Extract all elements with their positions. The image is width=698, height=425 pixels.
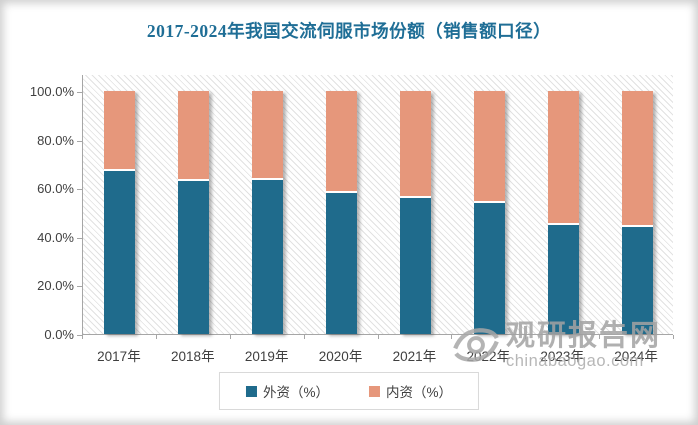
bar-2024年: [621, 91, 653, 334]
x-tick-mark: [82, 335, 83, 339]
x-tick-mark: [155, 335, 157, 339]
bar-segment-外资（%）-2024年: [621, 227, 653, 334]
bar-2021年: [399, 91, 431, 334]
x-tick-mark: [525, 335, 527, 339]
chart-title: 2017-2024年我国交流伺服市场份额（销售额口径）: [146, 21, 552, 41]
x-tick-label: 2021年: [392, 349, 437, 364]
y-tick-mark: [77, 335, 82, 336]
y-tick-label: 100.0%: [29, 84, 74, 99]
bar-segment-外资（%）-2020年: [326, 193, 358, 334]
bar-segment-外资（%）-2019年: [252, 179, 284, 334]
x-tick-label: 2020年: [318, 349, 363, 364]
bar-segment-内资（%）-2020年: [326, 91, 358, 194]
legend: 外资（%） 内资（%）: [218, 372, 480, 410]
y-tick-label: 20.0%: [37, 278, 74, 294]
x-tick-label: 2017年: [97, 349, 141, 364]
bar-segment-内资（%）-2021年: [399, 91, 431, 198]
x-tick-mark: [377, 335, 379, 339]
bar-segment-外资（%）-2021年: [399, 197, 431, 334]
x-tick-label: 2022年: [466, 349, 511, 364]
bar-2020年: [326, 91, 358, 334]
y-tick-mark: [77, 286, 82, 288]
y-tick-label: 60.0%: [37, 181, 74, 197]
bar-2019年: [252, 91, 284, 334]
x-tick-label: 2019年: [244, 349, 289, 364]
x-tick-mark: [599, 335, 601, 339]
x-tick-mark: [673, 335, 674, 339]
y-tick-label: 40.0%: [37, 229, 74, 245]
legend-label-domestic: 内资（%）: [386, 385, 453, 400]
y-tick-mark: [77, 237, 82, 239]
x-tick-mark: [451, 335, 453, 339]
legend-swatch-foreign: [245, 385, 257, 397]
y-tick-label: 0.0%: [44, 327, 74, 342]
legend-item-domestic: 内资（%）: [369, 381, 452, 401]
bar-segment-内资（%）-2024年: [621, 91, 653, 228]
bar-segment-内资（%）-2023年: [547, 91, 579, 225]
bar-2018年: [178, 91, 210, 334]
bar-segment-外资（%）-2017年: [104, 171, 136, 334]
legend-item-foreign: 外资（%）: [245, 381, 329, 401]
y-tick-mark: [77, 92, 82, 93]
x-tick-label: 2024年: [614, 349, 658, 364]
bar-segment-内资（%）-2019年: [252, 91, 284, 180]
bar-2023年: [547, 91, 579, 334]
x-tick-label: 2018年: [171, 349, 215, 364]
x-tick-mark: [229, 335, 231, 339]
bar-segment-外资（%）-2018年: [178, 180, 210, 334]
bar-segment-外资（%）-2022年: [473, 202, 505, 334]
bar-segment-外资（%）-2023年: [547, 224, 579, 334]
y-tick-mark: [77, 140, 82, 142]
bar-segment-内资（%）-2017年: [104, 91, 136, 172]
plot-area: [82, 75, 673, 335]
legend-swatch-domestic: [369, 385, 380, 397]
bar-2022年: [473, 91, 505, 334]
x-tick-label: 2023年: [540, 349, 584, 364]
bars-layer: [83, 91, 673, 334]
legend-label-foreign: 外资（%）: [262, 385, 329, 400]
bar-2017年: [104, 91, 136, 334]
y-tick-mark: [77, 189, 82, 191]
x-tick-mark: [303, 335, 305, 339]
y-tick-label: 80.0%: [37, 132, 74, 148]
bar-segment-内资（%）-2018年: [178, 91, 210, 181]
bar-segment-内资（%）-2022年: [473, 91, 505, 203]
